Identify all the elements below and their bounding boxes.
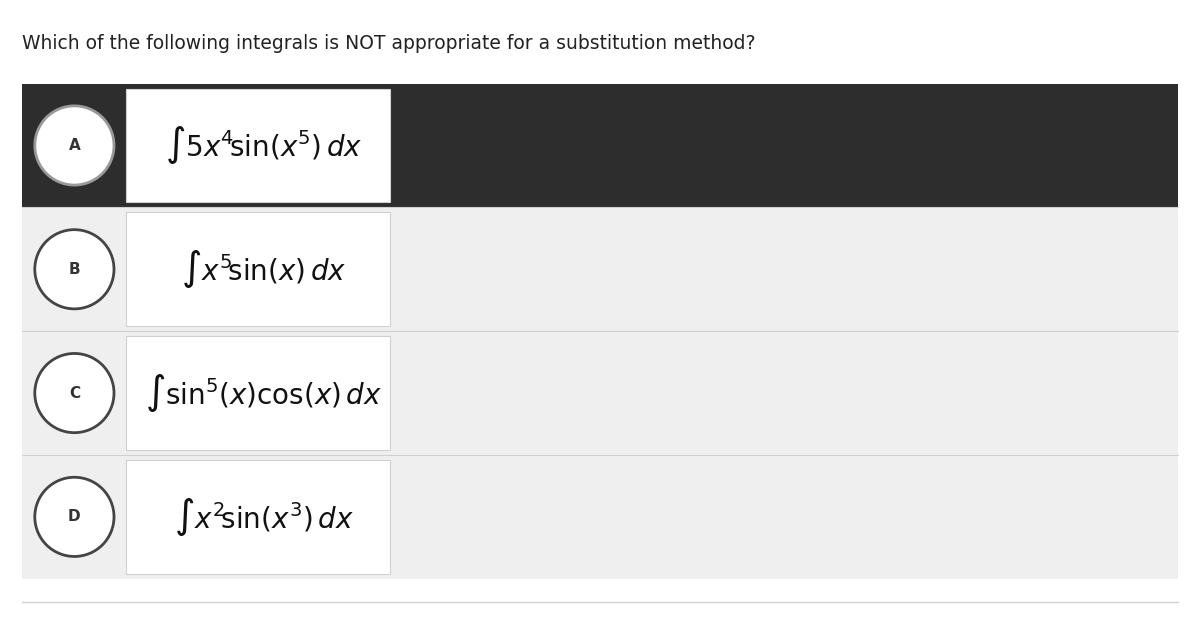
Text: B: B bbox=[68, 262, 80, 277]
Ellipse shape bbox=[35, 353, 114, 433]
Text: D: D bbox=[68, 509, 80, 524]
Text: $\int \sin^5\!(x)\cos(x)\,dx$: $\int \sin^5\!(x)\cos(x)\,dx$ bbox=[145, 372, 383, 414]
Text: A: A bbox=[68, 138, 80, 153]
Text: $\int x^2\!\sin(x^3)\,dx$: $\int x^2\!\sin(x^3)\,dx$ bbox=[174, 496, 354, 538]
Ellipse shape bbox=[35, 106, 114, 185]
Ellipse shape bbox=[35, 230, 114, 309]
FancyBboxPatch shape bbox=[22, 207, 1178, 331]
FancyBboxPatch shape bbox=[22, 84, 1178, 207]
Text: $\int 5x^4\!\sin(x^5)\,dx$: $\int 5x^4\!\sin(x^5)\,dx$ bbox=[166, 124, 362, 167]
FancyBboxPatch shape bbox=[126, 460, 390, 574]
FancyBboxPatch shape bbox=[126, 89, 390, 202]
Text: Which of the following integrals is NOT appropriate for a substitution method?: Which of the following integrals is NOT … bbox=[22, 34, 755, 53]
FancyBboxPatch shape bbox=[22, 331, 1178, 455]
FancyBboxPatch shape bbox=[22, 455, 1178, 579]
FancyBboxPatch shape bbox=[126, 212, 390, 326]
Text: C: C bbox=[68, 386, 80, 400]
FancyBboxPatch shape bbox=[126, 336, 390, 450]
Text: $\int x^5\!\sin(x)\,dx$: $\int x^5\!\sin(x)\,dx$ bbox=[181, 248, 347, 290]
Ellipse shape bbox=[35, 477, 114, 556]
